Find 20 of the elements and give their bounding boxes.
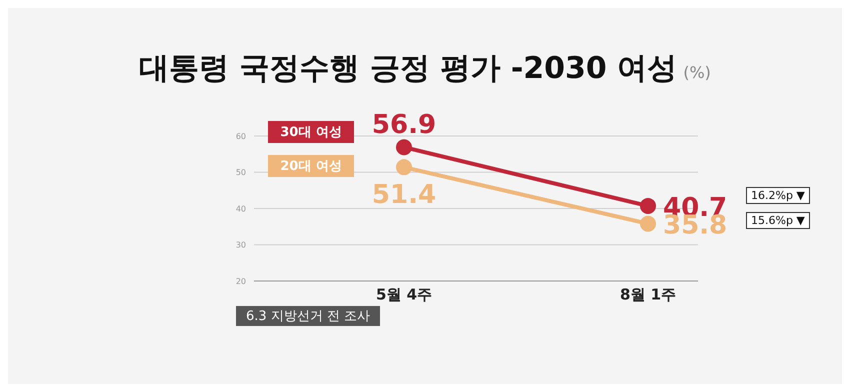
y-tick-label: 30: [236, 240, 246, 250]
chart-subtitle: (%): [683, 63, 711, 82]
x-tick-label: 8월 1주: [620, 286, 676, 304]
point: [396, 159, 412, 176]
y-tick-label: 20: [236, 276, 246, 286]
point: [396, 139, 412, 156]
text: 6.3 지방선거 전 조사: [236, 306, 380, 326]
data-label: 56.9: [372, 110, 436, 140]
x-tick-label: 5월 4주: [376, 286, 432, 304]
data-label: 51.4: [372, 180, 436, 210]
text: 16.2%p ▼: [746, 187, 810, 204]
text: 30대 여성: [268, 121, 354, 143]
point: [640, 216, 656, 232]
chart-title: 대통령 국정수행 긍정 평가 -2030 여성: [139, 51, 678, 86]
y-tick-label: 60: [236, 132, 246, 141]
text: 20대 여성: [268, 155, 354, 177]
y-tick-label: 40: [236, 204, 246, 214]
y-tick-label: 50: [236, 168, 246, 178]
text: 15.6%p ▼: [746, 212, 810, 229]
point: [640, 198, 656, 214]
